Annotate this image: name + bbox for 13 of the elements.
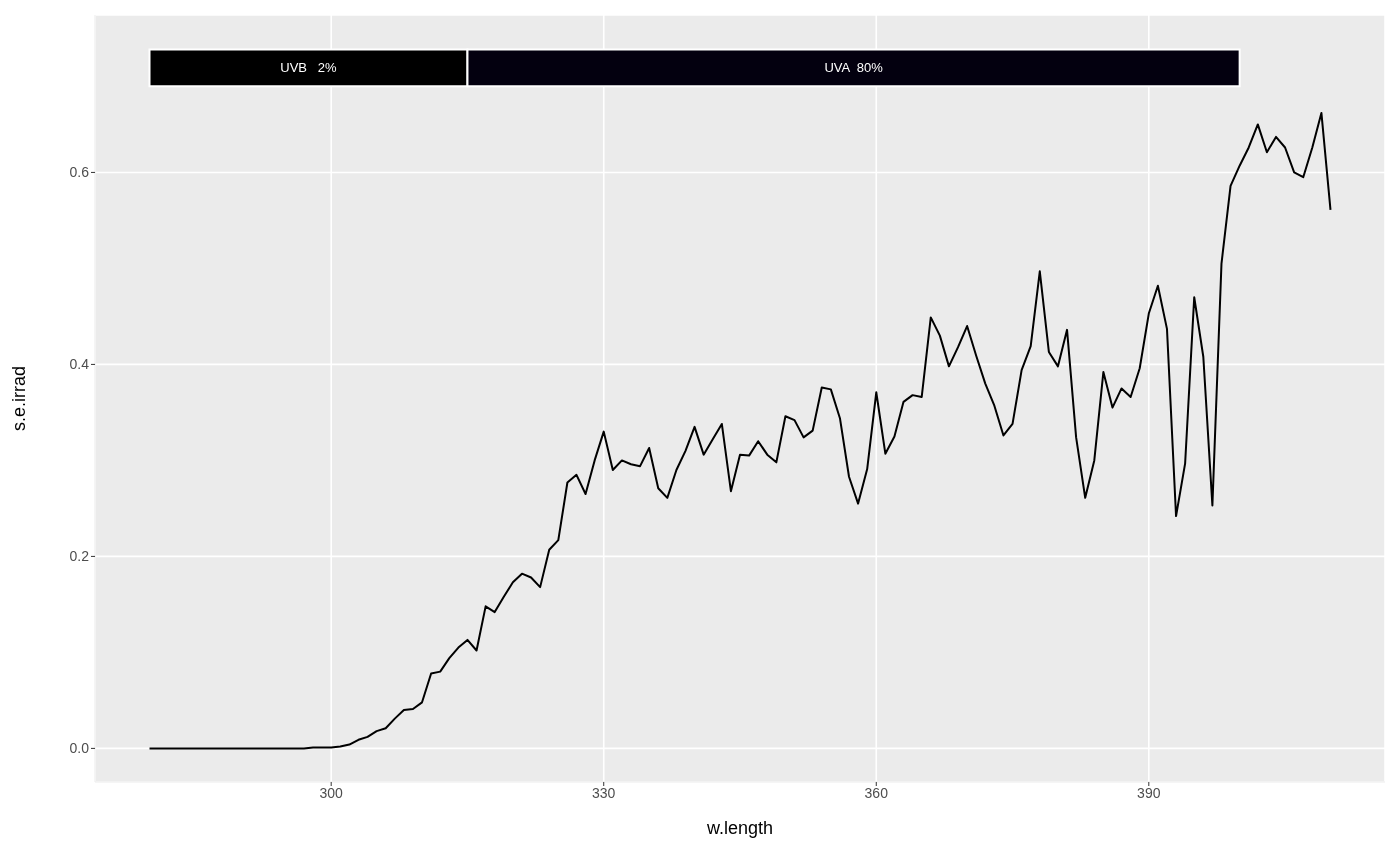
y-tick-label: 0.0 bbox=[69, 740, 90, 757]
x-tick-label: 330 bbox=[592, 784, 616, 801]
band-label: UVB 2% bbox=[280, 60, 338, 76]
x-tick-label: 300 bbox=[319, 784, 344, 801]
y-tick-label: 0.6 bbox=[69, 164, 90, 181]
x-tick-label: 360 bbox=[864, 784, 889, 801]
y-tick-label: 0.4 bbox=[69, 356, 90, 373]
line-series bbox=[148, 111, 1332, 750]
y-tick-label: 0.2 bbox=[69, 548, 90, 565]
x-tick-label: 390 bbox=[1137, 784, 1161, 801]
y-axis-title: s.e.irrad bbox=[9, 365, 30, 432]
band-label: UVA 80% bbox=[824, 60, 884, 76]
x-axis-title: w.length bbox=[705, 818, 774, 838]
